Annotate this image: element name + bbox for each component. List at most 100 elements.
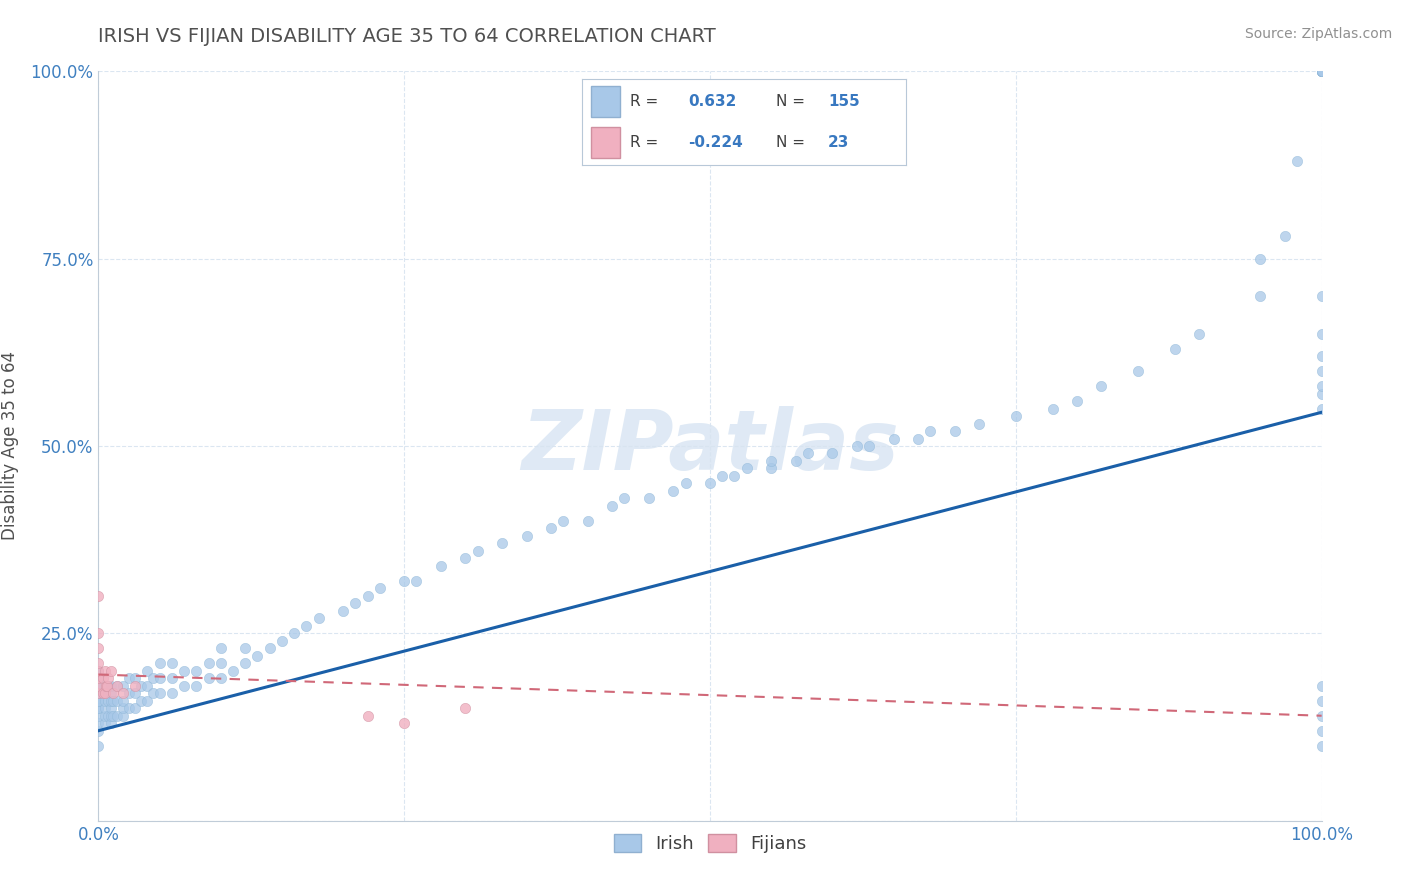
- Point: [118, 701, 141, 715]
- Point: [87, 708, 110, 723]
- Point: [259, 641, 281, 656]
- Point: [97, 708, 120, 723]
- Point: [142, 671, 165, 685]
- Point: [1310, 723, 1333, 738]
- Point: [1310, 64, 1333, 78]
- Point: [1310, 64, 1333, 78]
- Point: [87, 739, 110, 753]
- Point: [87, 701, 110, 715]
- Point: [101, 686, 124, 700]
- Point: [118, 671, 141, 685]
- Point: [1310, 64, 1333, 78]
- Point: [1004, 409, 1026, 423]
- Point: [1310, 349, 1333, 363]
- Point: [87, 694, 110, 708]
- Point: [467, 544, 489, 558]
- Point: [160, 671, 183, 685]
- Point: [1310, 64, 1333, 78]
- Point: [283, 626, 305, 640]
- Point: [100, 679, 122, 693]
- Point: [100, 686, 122, 700]
- Point: [87, 589, 110, 603]
- Point: [1310, 326, 1333, 341]
- Point: [1310, 64, 1333, 78]
- Point: [142, 686, 165, 700]
- Point: [356, 589, 378, 603]
- Point: [87, 679, 110, 693]
- Point: [118, 686, 141, 700]
- Point: [209, 641, 232, 656]
- Point: [93, 686, 115, 700]
- Point: [87, 679, 110, 693]
- Point: [160, 657, 183, 671]
- Point: [91, 686, 114, 700]
- Point: [87, 671, 110, 685]
- Point: [920, 424, 942, 438]
- Point: [100, 664, 122, 678]
- Point: [93, 708, 115, 723]
- Point: [1310, 64, 1333, 78]
- Point: [93, 686, 115, 700]
- Point: [344, 596, 367, 610]
- Point: [883, 432, 905, 446]
- Point: [675, 476, 697, 491]
- Point: [761, 461, 783, 475]
- Point: [209, 657, 232, 671]
- Point: [149, 657, 172, 671]
- Point: [149, 671, 172, 685]
- Point: [173, 664, 195, 678]
- Point: [1090, 379, 1112, 393]
- Point: [93, 701, 115, 715]
- Point: [711, 469, 734, 483]
- Point: [907, 432, 929, 446]
- Point: [1310, 64, 1333, 78]
- Point: [1066, 394, 1088, 409]
- Point: [553, 514, 575, 528]
- Point: [613, 491, 636, 506]
- Point: [785, 454, 807, 468]
- Point: [129, 694, 152, 708]
- Point: [87, 679, 110, 693]
- Point: [368, 582, 391, 596]
- Point: [186, 679, 208, 693]
- Point: [87, 694, 110, 708]
- Point: [454, 551, 477, 566]
- Point: [111, 708, 134, 723]
- Point: [1286, 154, 1309, 169]
- Point: [93, 679, 115, 693]
- Point: [1310, 64, 1333, 78]
- Point: [430, 558, 453, 573]
- Point: [93, 694, 115, 708]
- Point: [1310, 64, 1333, 78]
- Point: [600, 499, 623, 513]
- Point: [97, 671, 120, 685]
- Point: [454, 701, 477, 715]
- Point: [124, 671, 146, 685]
- Point: [105, 679, 128, 693]
- Point: [356, 708, 378, 723]
- Point: [173, 679, 195, 693]
- Point: [392, 716, 416, 731]
- Point: [858, 439, 880, 453]
- Point: [222, 664, 245, 678]
- Point: [1310, 739, 1333, 753]
- Point: [209, 671, 232, 685]
- Text: Source: ZipAtlas.com: Source: ZipAtlas.com: [1244, 27, 1392, 41]
- Point: [111, 679, 134, 693]
- Point: [1310, 694, 1333, 708]
- Point: [1310, 379, 1333, 393]
- Point: [1310, 364, 1333, 378]
- Point: [100, 716, 122, 731]
- Point: [1310, 64, 1333, 78]
- Point: [1249, 252, 1271, 266]
- Point: [1042, 401, 1064, 416]
- Point: [576, 514, 599, 528]
- Y-axis label: Disability Age 35 to 64: Disability Age 35 to 64: [1, 351, 20, 541]
- Point: [1310, 64, 1333, 78]
- Point: [124, 701, 146, 715]
- Point: [111, 694, 134, 708]
- Point: [540, 521, 562, 535]
- Point: [1274, 229, 1296, 244]
- Point: [233, 641, 256, 656]
- Point: [124, 679, 146, 693]
